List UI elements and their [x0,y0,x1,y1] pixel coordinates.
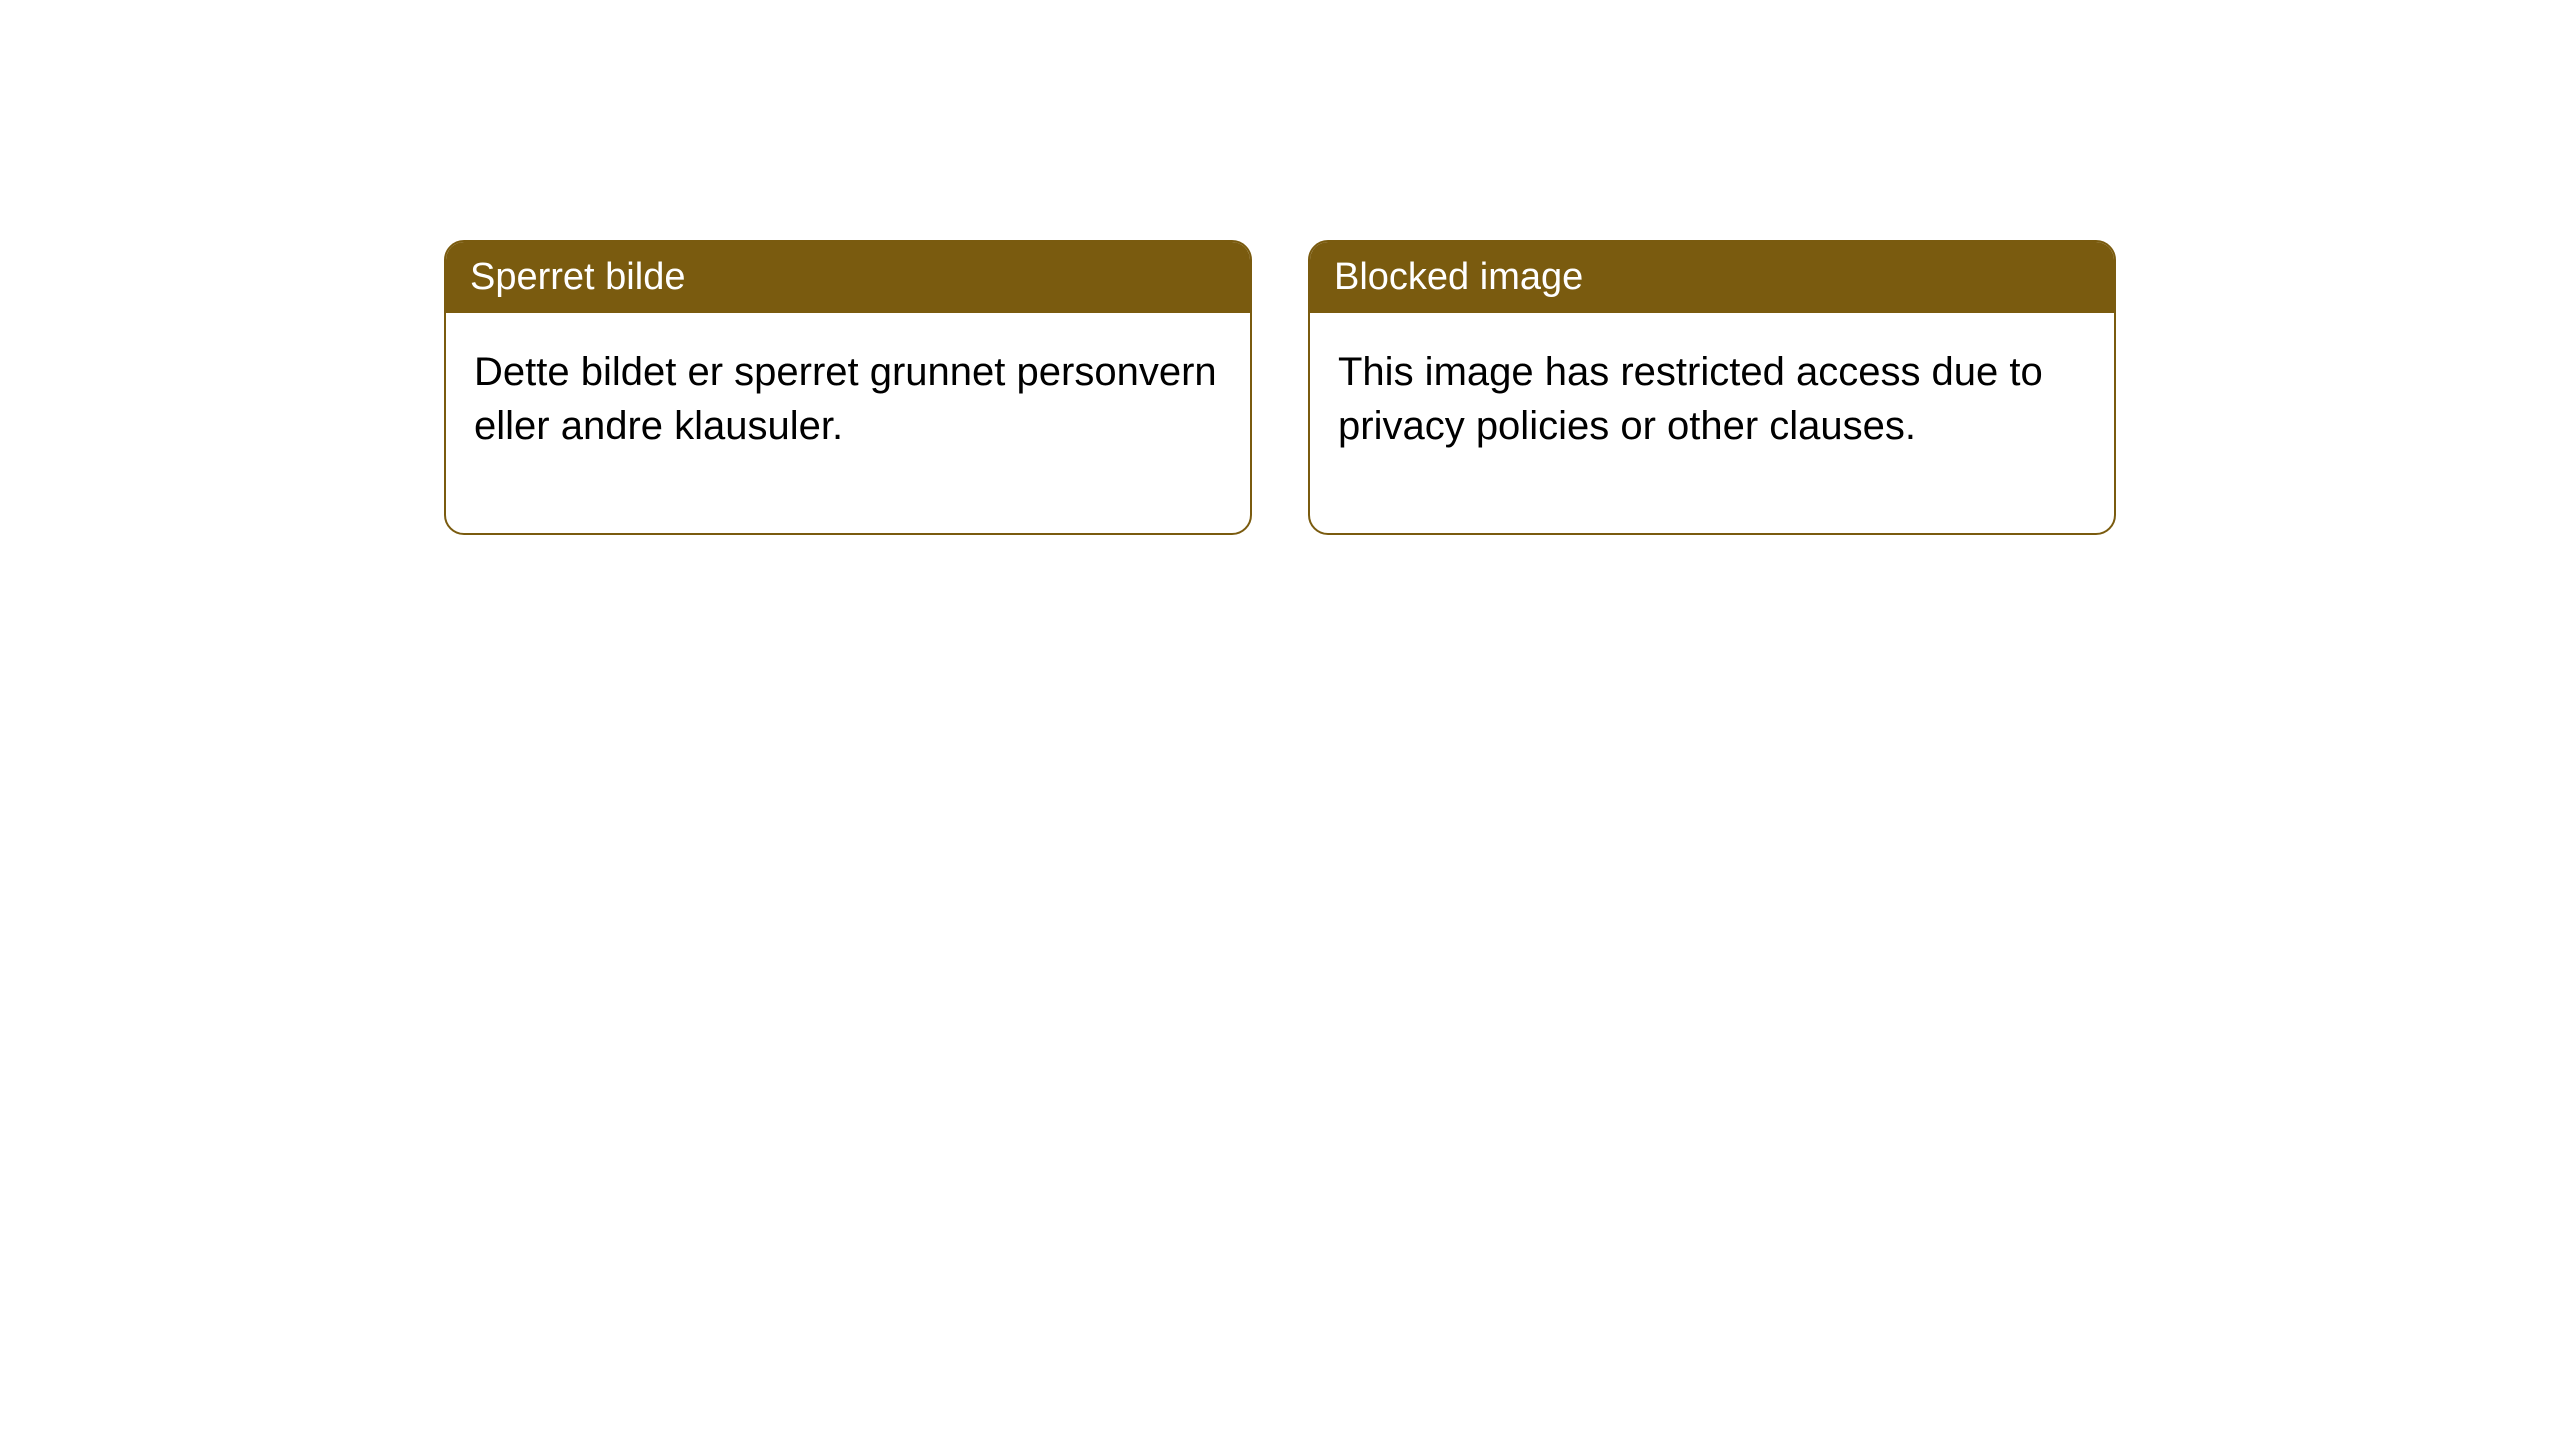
panel-title: Blocked image [1334,256,1583,298]
panel-norwegian: Sperret bilde Dette bildet er sperret gr… [444,240,1252,535]
panel-body-text: This image has restricted access due to … [1338,350,2043,448]
panel-title: Sperret bilde [470,256,685,298]
panel-header: Sperret bilde [446,242,1250,313]
panels-container: Sperret bilde Dette bildet er sperret gr… [444,240,2116,535]
panel-english: Blocked image This image has restricted … [1308,240,2116,535]
panel-body-text: Dette bildet er sperret grunnet personve… [474,350,1217,448]
panel-body: Dette bildet er sperret grunnet personve… [446,313,1250,533]
panel-body: This image has restricted access due to … [1310,313,2114,533]
panel-header: Blocked image [1310,242,2114,313]
